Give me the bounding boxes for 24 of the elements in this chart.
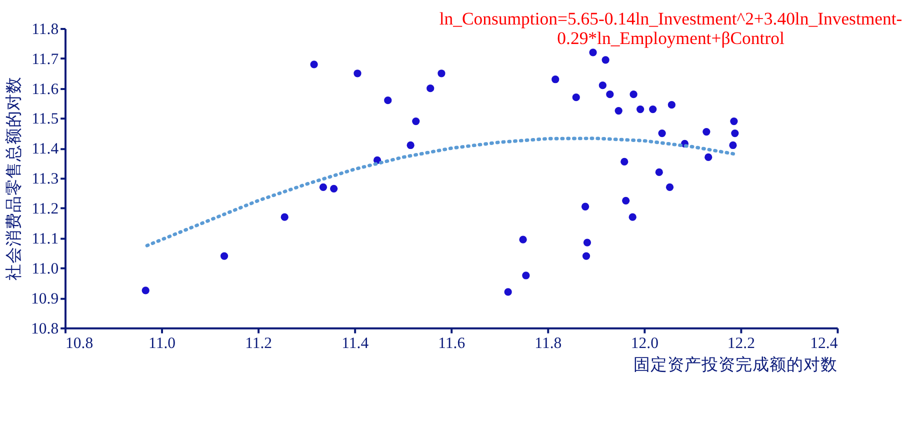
- y-tick-label: 11.7: [32, 50, 59, 68]
- y-tick-label: 11.8: [32, 20, 59, 38]
- y-tick-label: 10.9: [31, 290, 59, 308]
- x-tick-label: 11.8: [534, 335, 562, 352]
- x-tick-label: 12.4: [810, 335, 838, 352]
- y-tick-label: 11.0: [32, 260, 59, 278]
- x-tick-label: 10.8: [66, 335, 94, 352]
- x-tick-label: 12.0: [630, 335, 659, 352]
- y-tick-label: 11.1: [32, 230, 59, 248]
- chart-title: ln_Consumption=5.65-0.14ln_Investment^2+3.40ln_Investment-0.29*ln_Employment+βControl: [439, 8, 902, 48]
- x-axis-title: 固定资产投资完成额的对数: [634, 354, 838, 374]
- x-tick-label: 11.0: [148, 335, 176, 352]
- y-tick-label: 10.8: [31, 320, 59, 338]
- y-tick-label: 11.6: [32, 80, 59, 98]
- y-axis-title: 社会消费品零售总额的对数: [4, 76, 24, 281]
- y-tick-label: 11.2: [32, 200, 59, 218]
- x-tick-label: 11.6: [438, 335, 466, 352]
- y-tick-label: 11.5: [32, 110, 59, 128]
- y-tick-label: 11.4: [32, 140, 59, 158]
- line-series: [145, 136, 738, 248]
- y-tick-label: 11.3: [32, 170, 59, 188]
- x-tick-label: 11.4: [342, 335, 369, 352]
- x-tick-label: 12.2: [727, 335, 755, 352]
- x-tick-label: 11.2: [245, 335, 272, 352]
